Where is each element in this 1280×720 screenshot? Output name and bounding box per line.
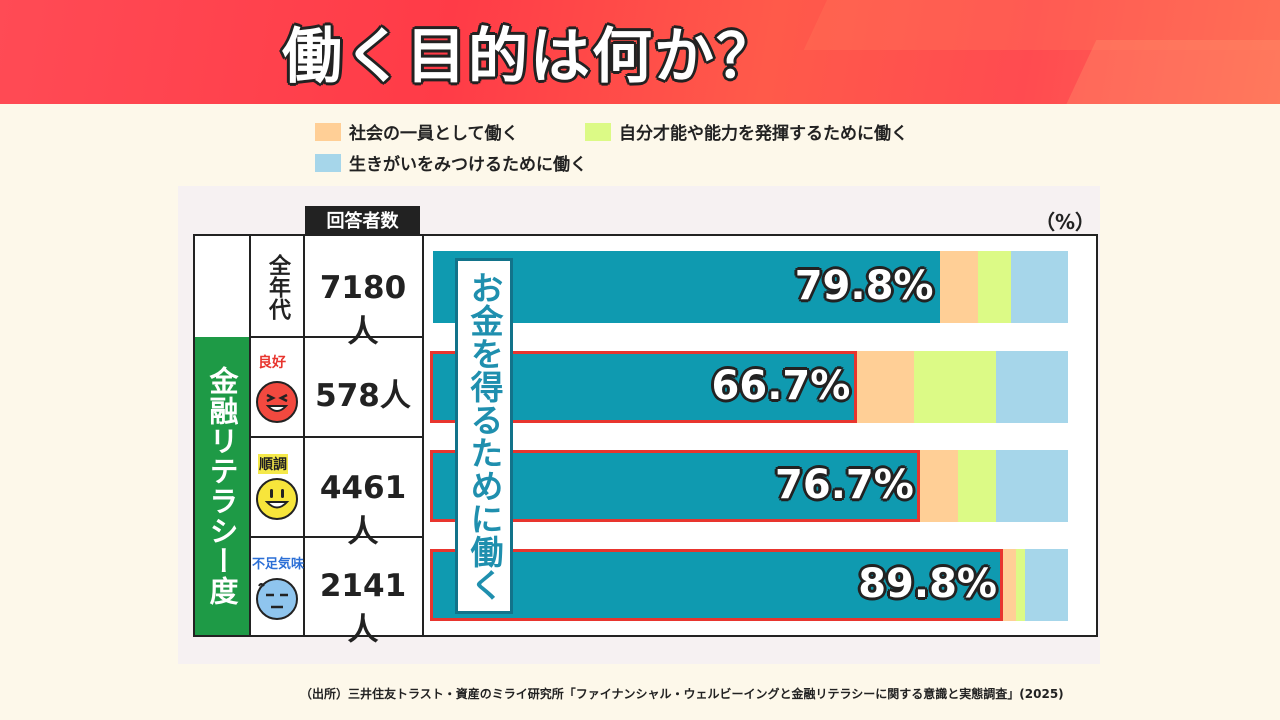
legend-item-talent: 自分才能や能力を発揮するために働く <box>585 119 908 144</box>
worried-face-icon <box>256 578 298 620</box>
legend-swatch <box>315 122 341 141</box>
smiling-face-glyph <box>264 489 290 509</box>
category-label-good: 良好 <box>258 355 286 371</box>
legend-label: 自分才能や能力を発揮するために働く <box>619 124 908 144</box>
legend-item-purpose: 生きがいをみつけるために働く <box>315 150 587 175</box>
table-divider <box>422 234 424 637</box>
category-label-lacking: 不足気味 <box>252 557 305 572</box>
grinning-face-glyph <box>265 393 289 412</box>
title-banner: 働く目的は何か？ <box>0 0 1280 104</box>
money-annotation-box: お金を得るために働く <box>455 258 513 614</box>
bar-segment <box>996 450 1068 522</box>
category-label-all: 全年代 <box>265 254 290 320</box>
bar-segment <box>920 450 959 522</box>
bar-segment <box>939 251 978 323</box>
table-divider <box>249 436 424 438</box>
respondent-count: 2141人 <box>319 568 407 648</box>
legend-swatch <box>585 122 611 141</box>
bar-segment <box>996 351 1068 423</box>
bar-value-label: 79.8% <box>794 263 934 309</box>
legend-label: 社会の一員として働く <box>349 124 519 144</box>
bar-segment <box>913 351 997 423</box>
bar-segment <box>1015 549 1025 621</box>
category-label-steady: 順調 <box>258 454 288 474</box>
table-divider <box>303 234 305 637</box>
respondents-header: 回答者数 <box>305 206 420 234</box>
stacked-bar: 89.8% <box>430 549 1068 621</box>
smiling-face-icon <box>256 478 298 520</box>
bar-segment <box>856 351 914 423</box>
respondent-count: 4461人 <box>319 470 407 550</box>
page-title: 働く目的は何か？ <box>282 22 778 92</box>
stacked-bar: 79.8% <box>433 251 1068 323</box>
bar-segment <box>958 450 997 522</box>
bar-segment <box>433 251 940 323</box>
bar-segment <box>1011 251 1068 323</box>
legend-label: 生きがいをみつけるために働く <box>349 155 587 175</box>
bar-segment <box>1024 549 1068 621</box>
banner-stripe <box>1063 40 1280 104</box>
stacked-bar: 66.7% <box>430 351 1068 423</box>
bar-value-label: 89.8% <box>858 561 997 607</box>
unit-label: （%） <box>1035 210 1096 234</box>
worried-face-glyph <box>258 583 288 609</box>
bar-segment <box>1003 549 1016 621</box>
stacked-bar: 76.7% <box>430 450 1068 522</box>
table-divider <box>249 234 251 637</box>
literacy-label: 金融リテラシー度 <box>195 337 249 635</box>
bar-value-label: 76.7% <box>775 462 914 508</box>
table-divider <box>249 536 424 538</box>
respondent-count: 578人 <box>315 378 411 414</box>
respondent-count: 7180人 <box>319 270 407 350</box>
source-note: （出所）三井住友トラスト・資産のミライ研究所「ファイナンシャル・ウェルビーイング… <box>300 687 1064 701</box>
grinning-face-icon <box>256 381 298 423</box>
bar-value-label: 66.7% <box>711 363 851 409</box>
legend-item-society: 社会の一員として働く <box>315 119 519 144</box>
bar-segment <box>977 251 1012 323</box>
table-divider <box>249 336 424 338</box>
legend-swatch <box>315 153 341 172</box>
bar-segment <box>430 549 1004 621</box>
